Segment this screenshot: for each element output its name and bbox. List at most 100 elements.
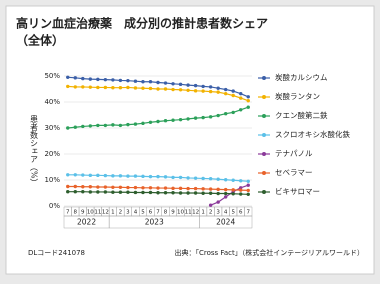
x-tick-label: 3 — [126, 210, 130, 216]
data-point — [126, 78, 130, 83]
y-axis-label: 患者数シェア（%） — [30, 114, 39, 187]
legend-marker — [262, 171, 266, 175]
data-point — [148, 120, 153, 124]
data-point — [148, 174, 153, 179]
data-point — [231, 89, 235, 93]
data-point — [186, 176, 190, 180]
data-point — [66, 173, 70, 177]
data-point — [133, 79, 138, 83]
data-point — [171, 118, 175, 122]
data-point — [88, 85, 93, 89]
data-point — [148, 86, 153, 91]
data-point — [66, 190, 70, 194]
data-point — [246, 95, 250, 99]
data-point — [96, 190, 100, 194]
x-tick-label: 7 — [156, 210, 160, 216]
data-point — [81, 124, 85, 129]
data-point — [148, 80, 153, 84]
x-tick-label: 8 — [164, 210, 168, 216]
data-point — [141, 80, 145, 84]
data-point — [66, 75, 70, 80]
data-point — [141, 186, 145, 190]
x-tick-label: 7 — [66, 210, 70, 216]
data-point — [156, 87, 160, 91]
data-point — [96, 185, 100, 189]
data-point — [193, 186, 198, 191]
data-point — [223, 91, 228, 96]
legend-label: スクロオキシ水酸化鉄 — [275, 129, 350, 139]
data-point — [141, 121, 145, 126]
data-point — [96, 85, 100, 90]
x-tick-label: 10 — [177, 210, 184, 216]
data-point — [171, 82, 175, 86]
data-point — [231, 192, 235, 196]
data-point — [239, 179, 243, 183]
data-point — [216, 191, 220, 196]
data-point — [88, 124, 93, 128]
data-point — [156, 174, 160, 179]
y-tick-label: 40% — [44, 98, 60, 106]
year-cell — [199, 215, 253, 229]
data-point — [208, 177, 213, 181]
data-point — [103, 85, 108, 90]
data-point — [223, 191, 228, 196]
x-tick-label: 10 — [87, 210, 94, 216]
data-point — [223, 112, 228, 116]
data-point — [208, 115, 213, 119]
data-point — [201, 84, 205, 89]
data-point — [111, 86, 115, 90]
data-point — [118, 123, 123, 128]
y-tick-label: 20% — [44, 150, 60, 158]
data-point — [148, 190, 153, 195]
data-point — [246, 183, 250, 187]
data-point — [96, 173, 100, 178]
data-point — [141, 190, 145, 195]
data-point — [216, 177, 220, 181]
data-point — [239, 91, 243, 96]
data-point — [111, 190, 115, 194]
data-point — [81, 85, 85, 89]
data-point — [208, 187, 213, 191]
data-point — [208, 89, 213, 94]
data-point — [223, 187, 228, 192]
data-point — [163, 186, 168, 190]
x-tick-label: 12 — [102, 210, 109, 216]
data-point — [148, 186, 153, 190]
year-label: 2024 — [216, 218, 235, 227]
data-point — [111, 185, 115, 189]
x-tick-label: 4 — [134, 210, 138, 216]
data-point — [171, 87, 175, 92]
data-point — [73, 76, 77, 80]
legend-marker — [262, 95, 266, 99]
x-tick-label: 11 — [185, 210, 192, 216]
data-point — [96, 123, 100, 128]
x-tick-label: 5 — [141, 210, 145, 216]
data-point — [223, 178, 228, 182]
data-point — [133, 185, 138, 190]
data-point — [163, 87, 168, 91]
x-tick-label: 2 — [119, 210, 123, 216]
data-point — [216, 86, 220, 90]
x-tick-label: 12 — [192, 210, 199, 216]
data-point — [178, 82, 183, 87]
y-tick-label: 30% — [44, 124, 60, 132]
data-point — [239, 186, 243, 190]
data-point — [66, 126, 70, 130]
x-tick-label: 1 — [201, 210, 205, 216]
legend-marker — [262, 114, 266, 118]
data-point — [118, 78, 123, 83]
data-point — [156, 186, 160, 190]
data-point — [126, 185, 130, 190]
data-point — [141, 86, 145, 90]
data-point — [193, 176, 198, 180]
data-point — [156, 119, 160, 124]
data-point — [126, 85, 130, 90]
data-point — [88, 190, 93, 194]
x-tick-label: 8 — [74, 210, 78, 216]
data-point — [193, 191, 198, 195]
legend-label: 炭酸ランタン — [275, 91, 320, 101]
data-point — [103, 190, 108, 194]
data-point — [126, 174, 130, 178]
data-point — [141, 174, 145, 179]
